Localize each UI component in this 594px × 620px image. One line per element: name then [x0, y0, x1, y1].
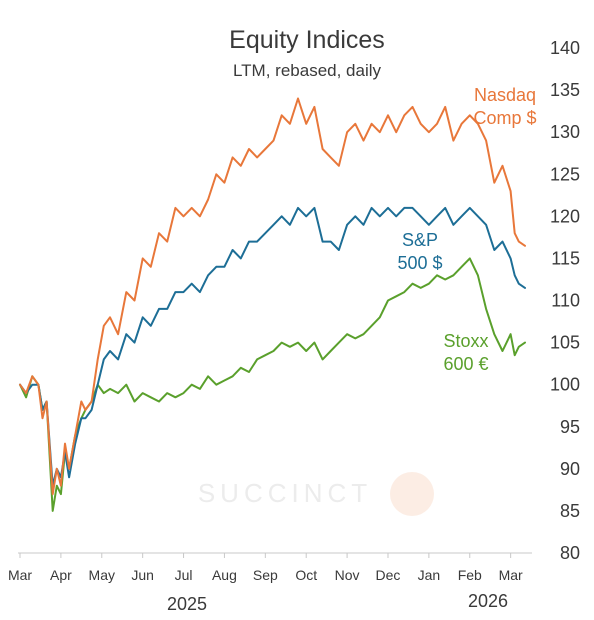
year-label-2025: 2025	[167, 594, 207, 614]
watermark-text: SUCCINCT	[198, 478, 372, 508]
series-label-line: 500 $	[397, 253, 442, 273]
x-tick-jun: Jun	[131, 567, 154, 583]
plot-area	[19, 97, 526, 512]
y-tick-110: 110	[551, 291, 580, 311]
series-line-sp	[19, 206, 526, 487]
y-tick-135: 135	[550, 80, 580, 100]
y-tick-95: 95	[560, 417, 580, 437]
series-label-line: 600 €	[443, 354, 488, 374]
x-tick-feb: Feb	[458, 567, 482, 583]
y-axis: 80 85 90 95 100 105 110 115 120 125 130 135 140	[550, 38, 580, 563]
y-tick-80: 80	[560, 543, 580, 563]
x-tick-nov: Nov	[335, 567, 360, 583]
series-label-sp: S&P 500 $	[397, 230, 442, 273]
y-tick-90: 90	[560, 459, 580, 479]
series-line-stoxx	[19, 257, 526, 512]
y-tick-125: 125	[550, 164, 580, 184]
series-label-stoxx: Stoxx 600 €	[443, 331, 488, 374]
x-tick-jan: Jan	[418, 567, 441, 583]
series-label-line: Nasdaq	[474, 85, 536, 105]
y-tick-105: 105	[550, 333, 580, 353]
x-axis: Mar Apr May Jun Jul Aug Sep Oct Nov Dec Jan Feb Mar	[8, 552, 532, 583]
x-tick-dec: Dec	[376, 567, 401, 583]
x-tick-may: May	[89, 567, 115, 583]
y-tick-115: 115	[551, 248, 580, 268]
series-label-line: Comp $	[473, 108, 536, 128]
y-tick-140: 140	[550, 38, 580, 58]
series-label-line: Stoxx	[443, 331, 488, 351]
chart-subtitle: LTM, rebased, daily	[233, 61, 382, 80]
x-tick-mar: Mar	[8, 567, 32, 583]
x-tick-apr: Apr	[50, 567, 72, 583]
y-tick-130: 130	[550, 122, 580, 142]
y-tick-120: 120	[550, 206, 580, 226]
series-labels: Nasdaq Comp $ S&P 500 $ Stoxx 600 €	[397, 85, 536, 374]
series-line-nasdaq	[19, 97, 526, 496]
x-tick-mar: Mar	[499, 567, 523, 583]
x-tick-oct: Oct	[295, 567, 317, 583]
series-label-line: S&P	[402, 230, 438, 250]
series-label-nasdaq: Nasdaq Comp $	[473, 85, 536, 128]
chart-title: Equity Indices	[229, 26, 385, 54]
year-label-2026: 2026	[468, 591, 508, 611]
x-tick-sep: Sep	[253, 567, 278, 583]
watermark-logo-icon	[390, 472, 434, 516]
watermark: SUCCINCT	[198, 472, 434, 516]
x-tick-jul: Jul	[175, 567, 193, 583]
x-tick-aug: Aug	[212, 567, 237, 583]
y-tick-100: 100	[550, 375, 580, 395]
y-tick-85: 85	[560, 501, 580, 521]
